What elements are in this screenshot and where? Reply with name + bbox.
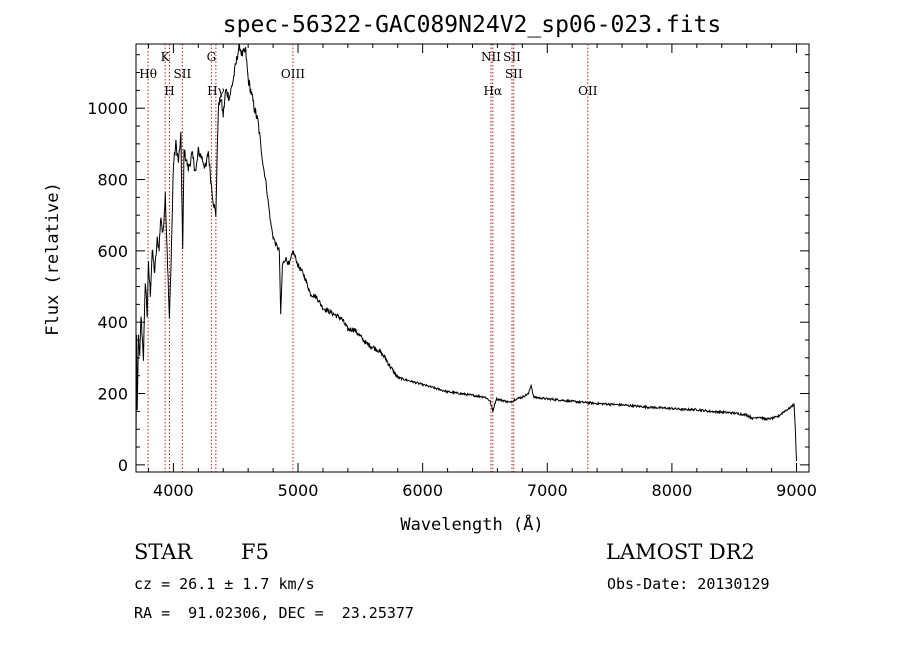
line-marker-label: SII [174,67,192,81]
line-marker-label: K [161,50,171,64]
y-axis-label: Flux (relative) [43,182,63,336]
line-marker-label: Hα [484,84,503,98]
y-tick-label: 600 [97,242,128,261]
y-tick-label: 200 [97,385,128,404]
obs-date: Obs-Date: 20130129 [607,575,770,593]
plot-frame [135,43,810,473]
y-tick-label: 0 [118,456,128,475]
x-tick-label: 4000 [153,481,194,500]
line-marker-label: H [164,84,174,98]
x-axis-label: Wavelength (Å) [400,513,543,535]
chart-title: spec-56322-GAC089N24V2_sp06-023.fits [223,12,722,38]
line-marker-label: OII [578,84,598,98]
spectrum-line [135,43,797,462]
spectrum-series [135,43,797,462]
x-tick-label: 7000 [527,481,568,500]
y-tick-label: 1000 [87,99,128,118]
line-marker-label: G [207,50,217,64]
survey-name: LAMOST DR2 [606,540,755,564]
line-marker-label: SII [503,50,521,64]
line-marker-label: Hθ [139,67,157,81]
object-subclass: F5 [241,540,269,564]
redshift-text: cz = 26.1 ± 1.7 km/s [134,575,315,593]
y-tick-label: 800 [97,171,128,190]
y-tick-label: 400 [97,313,128,332]
line-marker-label: SII [505,67,523,81]
axes: 4000 5000 6000 7000 8000 9000 0 200 400 600 800 100… [87,44,817,500]
line-marker-label: NII [481,50,501,64]
object-class: STAR [134,540,193,564]
line-marker-label: OIII [281,67,305,81]
x-tick-label: 9000 [776,481,817,500]
x-tick-label: 5000 [278,481,319,500]
line-marker-label: Hγ [207,84,225,98]
x-tick-label: 6000 [402,481,443,500]
x-tick-label: 8000 [652,481,693,500]
coordinates: RA = 91.02306, DEC = 23.25377 [134,604,414,622]
